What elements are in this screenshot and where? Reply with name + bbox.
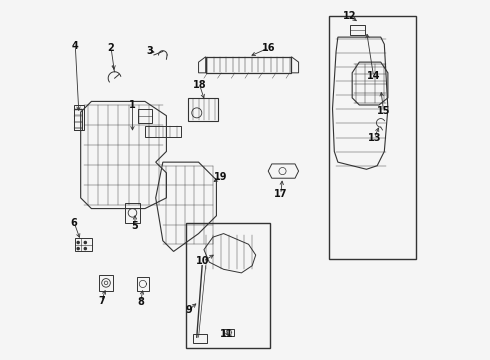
Text: 10: 10 [196,256,210,266]
Text: 17: 17 [274,189,288,199]
Bar [223,329,234,337]
Bar [193,334,207,342]
Bar [138,109,152,123]
Text: 12: 12 [343,11,356,21]
Text: 18: 18 [193,80,206,90]
Bar [188,98,218,121]
Circle shape [84,242,86,244]
Bar [186,223,270,348]
Bar [74,109,82,130]
Text: 11: 11 [220,329,234,339]
Bar [329,16,416,258]
Bar [75,238,93,251]
Text: 5: 5 [132,221,138,231]
Text: 8: 8 [137,297,144,307]
Text: 6: 6 [71,218,77,228]
Text: 4: 4 [72,41,79,51]
Circle shape [84,248,86,249]
Text: 15: 15 [377,106,391,116]
Bar [206,57,292,73]
Bar [137,277,148,291]
Text: 2: 2 [108,43,115,53]
Bar [99,275,113,291]
Circle shape [77,242,79,244]
Bar [74,105,83,130]
Text: 14: 14 [367,71,380,81]
Text: 16: 16 [262,43,276,53]
Bar [125,203,140,223]
Text: 3: 3 [146,46,153,56]
Text: 19: 19 [214,172,227,182]
Text: 9: 9 [185,305,192,315]
Text: 1: 1 [129,100,136,110]
Text: 13: 13 [368,133,381,143]
Bar [350,25,365,35]
Text: 7: 7 [98,296,105,306]
Circle shape [77,248,79,249]
